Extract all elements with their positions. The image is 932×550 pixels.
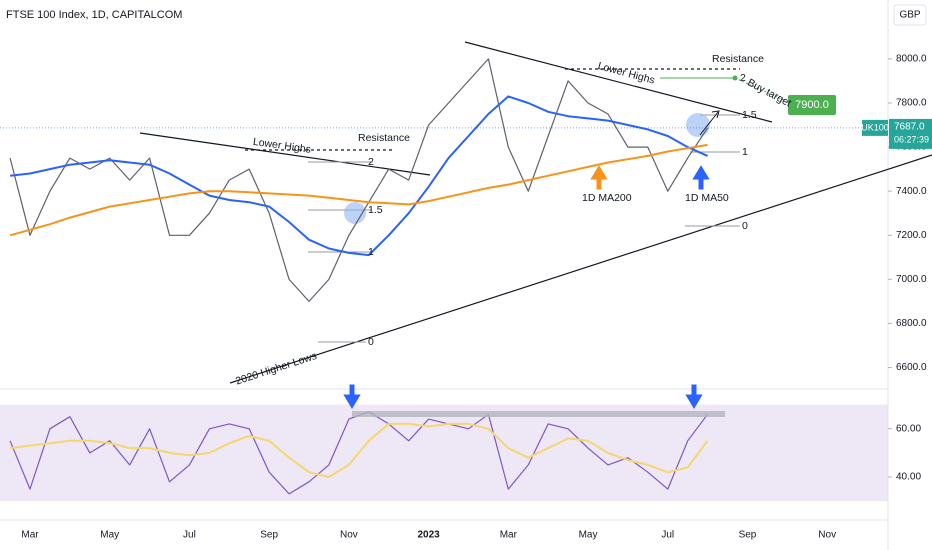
y-tick-label: 7400.0 (896, 186, 927, 197)
x-tick-label: Sep (739, 530, 757, 541)
y-tick-label: 40.00 (896, 472, 921, 483)
x-tick-label: Jul (183, 530, 196, 541)
target-box (788, 95, 836, 115)
symbol-tag (862, 119, 888, 136)
x-tick-label: Jul (661, 530, 674, 541)
series-line (9, 143, 708, 237)
fib-label: 0 (368, 336, 374, 348)
y-tick-label: 6600.0 (896, 362, 927, 373)
annotation: Resistance (358, 132, 410, 144)
ma50-arrow (692, 165, 710, 190)
fib-label: 1 (742, 146, 748, 158)
projection-arrow-head (711, 110, 720, 119)
x-tick-label: May (100, 530, 119, 541)
x-tick-label: Sep (260, 530, 278, 541)
rsi-band (0, 404, 888, 502)
fib-label: 2 (740, 72, 746, 84)
trend-lines (139, 41, 932, 384)
fib-label: 1 (368, 246, 374, 258)
highlight-circle (686, 113, 710, 137)
y-tick-label: 6800.0 (896, 318, 927, 329)
fib-label: 2 (368, 156, 374, 168)
symbol-label: UK100 (861, 122, 889, 132)
target-price: 7900.0 (795, 99, 829, 111)
countdown: 06:27:39 (894, 134, 929, 144)
target-line (734, 77, 785, 101)
annotation: 1D MA200 (582, 192, 632, 204)
currency-box[interactable] (893, 4, 927, 26)
x-tick-label: Mar (21, 530, 39, 541)
target-dot (732, 75, 738, 81)
ma200-arrow (590, 165, 608, 190)
y-tick-label: 8000.0 (896, 54, 927, 65)
y-tick-label: 60.00 (896, 423, 921, 434)
y-tick-label: 7200.0 (896, 230, 927, 241)
series-line (9, 95, 709, 257)
series-line (9, 58, 709, 302)
lower-highs-right-line (464, 41, 773, 123)
higher-lows-line (229, 154, 932, 384)
rsi-arrow (343, 384, 361, 409)
annotation: 1D MA50 (685, 192, 729, 204)
fib-label: 0 (742, 220, 748, 232)
fib-label: 1.5 (742, 109, 757, 121)
y-tick-label: 7000.0 (896, 274, 927, 285)
annotation: Resistance (712, 53, 764, 65)
chart-title: FTSE 100 Index, 1D, CAPITALCOM (6, 9, 182, 21)
x-tick-label: 2023 (417, 530, 440, 541)
x-tick-label: Mar (500, 530, 518, 541)
price-tag (889, 118, 932, 149)
series-line (9, 422, 709, 478)
price-tag-label: 7687.0 (894, 122, 925, 133)
x-tick-label: May (579, 530, 598, 541)
rsi-resistance-bar (352, 411, 725, 417)
highlight-circle (344, 202, 366, 224)
fib-label: 1.5 (368, 204, 383, 216)
currency: GBP (899, 10, 920, 21)
rsi-arrow (685, 384, 703, 409)
x-tick-label: Nov (340, 530, 358, 541)
y-tick-label: 7800.0 (896, 98, 927, 109)
projection-arrow (699, 111, 719, 136)
lower-highs-left-line (139, 132, 431, 176)
x-tick-label: Nov (818, 530, 836, 541)
